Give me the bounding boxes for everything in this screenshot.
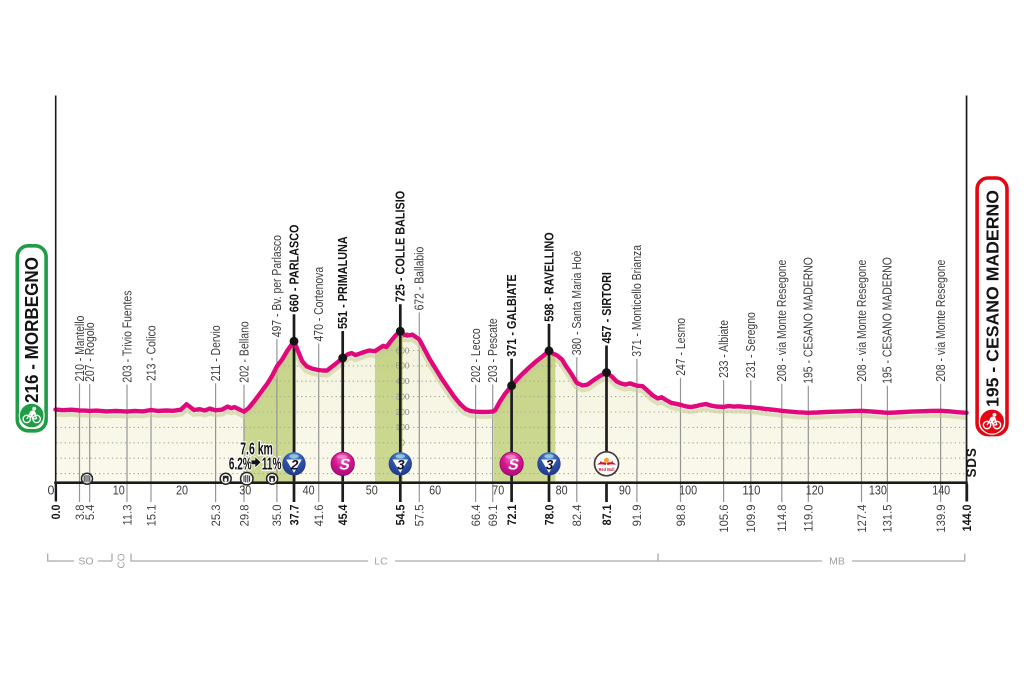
svg-text:80: 80 bbox=[556, 484, 568, 498]
svg-text:CO: CO bbox=[117, 553, 128, 568]
svg-text:91.9: 91.9 bbox=[631, 505, 645, 527]
svg-text:35.0: 35.0 bbox=[271, 504, 285, 526]
svg-text:598 - RAVELLINO: 598 - RAVELLINO bbox=[541, 232, 556, 321]
svg-text:127.4: 127.4 bbox=[855, 504, 869, 533]
svg-text:672 - Ballabio: 672 - Ballabio bbox=[413, 247, 427, 311]
svg-text:MB: MB bbox=[829, 556, 845, 568]
svg-text:233 - Albiate: 233 - Albiate bbox=[717, 320, 731, 378]
svg-text:0.0: 0.0 bbox=[50, 505, 63, 520]
svg-text:60: 60 bbox=[429, 484, 441, 498]
svg-text:37.7: 37.7 bbox=[289, 505, 302, 526]
svg-text:41.6: 41.6 bbox=[313, 505, 327, 527]
svg-text:0: 0 bbox=[400, 438, 405, 448]
svg-text:6.2%: 6.2% bbox=[229, 455, 252, 475]
svg-text:11%: 11% bbox=[262, 455, 282, 475]
svg-text:114.8: 114.8 bbox=[776, 504, 790, 532]
svg-text:497 - Bv. per Parlasco: 497 - Bv. per Parlasco bbox=[270, 235, 284, 337]
svg-text:29.8: 29.8 bbox=[238, 504, 252, 526]
svg-text:211 - Dervio: 211 - Dervio bbox=[209, 325, 223, 381]
svg-text:140: 140 bbox=[932, 484, 950, 498]
svg-text:208 - via Monte Resegone: 208 - via Monte Resegone bbox=[775, 260, 789, 382]
svg-text:30: 30 bbox=[239, 484, 251, 498]
svg-text:SDS: SDS bbox=[964, 447, 979, 477]
svg-text:105.6: 105.6 bbox=[717, 505, 731, 533]
svg-text:213 - Colico: 213 - Colico bbox=[144, 325, 158, 381]
svg-text:11.3: 11.3 bbox=[121, 505, 135, 526]
svg-text:195 - CESANO MADERNO: 195 - CESANO MADERNO bbox=[802, 257, 816, 384]
svg-text:S: S bbox=[506, 457, 520, 474]
svg-text:144.0: 144.0 bbox=[961, 505, 974, 532]
svg-text:90: 90 bbox=[619, 484, 631, 498]
svg-text:202 - Bellano: 202 - Bellano bbox=[237, 321, 251, 382]
svg-text:371 - GALBIATE: 371 - GALBIATE bbox=[504, 274, 519, 356]
svg-text:2: 2 bbox=[290, 457, 299, 472]
svg-text:100: 100 bbox=[679, 484, 697, 498]
svg-text:66.4: 66.4 bbox=[469, 504, 483, 526]
svg-text:72.1: 72.1 bbox=[506, 504, 519, 525]
svg-text:195 - CESANO MADERNO: 195 - CESANO MADERNO bbox=[881, 257, 895, 384]
svg-text:78.0: 78.0 bbox=[544, 505, 557, 526]
svg-text:247 - Lesmo: 247 - Lesmo bbox=[674, 318, 688, 376]
svg-text:40: 40 bbox=[303, 484, 315, 498]
svg-text:500: 500 bbox=[396, 361, 410, 371]
svg-text:120: 120 bbox=[806, 484, 824, 498]
svg-text:45.4: 45.4 bbox=[337, 504, 350, 525]
svg-text:551 - PRIMALUNA: 551 - PRIMALUNA bbox=[335, 236, 350, 329]
svg-text:371 - Monticello Brianza: 371 - Monticello Brianza bbox=[630, 245, 644, 357]
svg-text:87.1: 87.1 bbox=[601, 504, 614, 525]
svg-text:100: 100 bbox=[396, 422, 410, 432]
svg-text:5.4: 5.4 bbox=[84, 504, 98, 520]
svg-text:208 - via Monte Resegone: 208 - via Monte Resegone bbox=[855, 260, 869, 382]
svg-text:3: 3 bbox=[397, 457, 405, 472]
svg-text:210 - Mantello: 210 - Mantello bbox=[73, 316, 87, 382]
svg-text:600: 600 bbox=[396, 345, 410, 355]
svg-text:207 - Rogolo: 207 - Rogolo bbox=[83, 322, 97, 382]
svg-text:70: 70 bbox=[492, 484, 504, 498]
svg-text:203 - Trivio Fuentes: 203 - Trivio Fuentes bbox=[120, 290, 134, 382]
svg-text:119.0: 119.0 bbox=[802, 504, 816, 532]
svg-text:208 - via Monte Resegone: 208 - via Monte Resegone bbox=[934, 260, 948, 382]
svg-text:LC: LC bbox=[374, 556, 388, 568]
svg-text:139.9: 139.9 bbox=[934, 505, 948, 533]
svg-text:54.5: 54.5 bbox=[395, 504, 408, 525]
svg-text:130: 130 bbox=[869, 484, 887, 498]
svg-text:109.9: 109.9 bbox=[745, 505, 759, 533]
svg-text:216 - MORBEGNO: 216 - MORBEGNO bbox=[22, 257, 42, 403]
svg-text:202 - Lecco: 202 - Lecco bbox=[469, 328, 483, 382]
svg-text:203 - Pescate: 203 - Pescate bbox=[486, 318, 500, 382]
svg-text:69.1: 69.1 bbox=[487, 505, 501, 527]
svg-text:25.3: 25.3 bbox=[209, 505, 223, 527]
svg-text:131.5: 131.5 bbox=[881, 504, 895, 533]
svg-text:200: 200 bbox=[396, 407, 410, 417]
svg-text:470 - Cortenova: 470 - Cortenova bbox=[312, 266, 326, 341]
svg-text:20: 20 bbox=[176, 484, 188, 498]
svg-text:SO: SO bbox=[78, 556, 93, 568]
svg-text:300: 300 bbox=[396, 391, 410, 401]
svg-text:S: S bbox=[337, 457, 351, 474]
svg-text:3.8: 3.8 bbox=[73, 504, 87, 520]
svg-text:82.4: 82.4 bbox=[571, 504, 585, 526]
svg-text:0: 0 bbox=[48, 484, 55, 498]
svg-text:57.5: 57.5 bbox=[413, 504, 427, 526]
svg-text:195 - CESANO MADERNO: 195 - CESANO MADERNO bbox=[982, 190, 1002, 407]
svg-text:400: 400 bbox=[396, 376, 410, 386]
svg-text:457 - SIRTORI: 457 - SIRTORI bbox=[599, 272, 614, 343]
svg-text:10: 10 bbox=[113, 484, 125, 498]
svg-text:110: 110 bbox=[742, 484, 760, 498]
svg-text:3: 3 bbox=[546, 457, 554, 472]
svg-text:Red Bull: Red Bull bbox=[599, 466, 615, 472]
svg-text:725 - COLLE BALISIO: 725 - COLLE BALISIO bbox=[393, 191, 408, 302]
svg-text:380 - Santa Maria Hoè: 380 - Santa Maria Hoè bbox=[570, 251, 584, 356]
svg-text:231 - Seregno: 231 - Seregno bbox=[744, 312, 758, 378]
svg-text:7.6 km: 7.6 km bbox=[240, 440, 273, 459]
svg-text:15.1: 15.1 bbox=[145, 505, 159, 527]
svg-text:98.8: 98.8 bbox=[674, 504, 688, 526]
svg-text:50: 50 bbox=[366, 484, 378, 498]
svg-text:660 - PARLASCO: 660 - PARLASCO bbox=[286, 225, 301, 313]
